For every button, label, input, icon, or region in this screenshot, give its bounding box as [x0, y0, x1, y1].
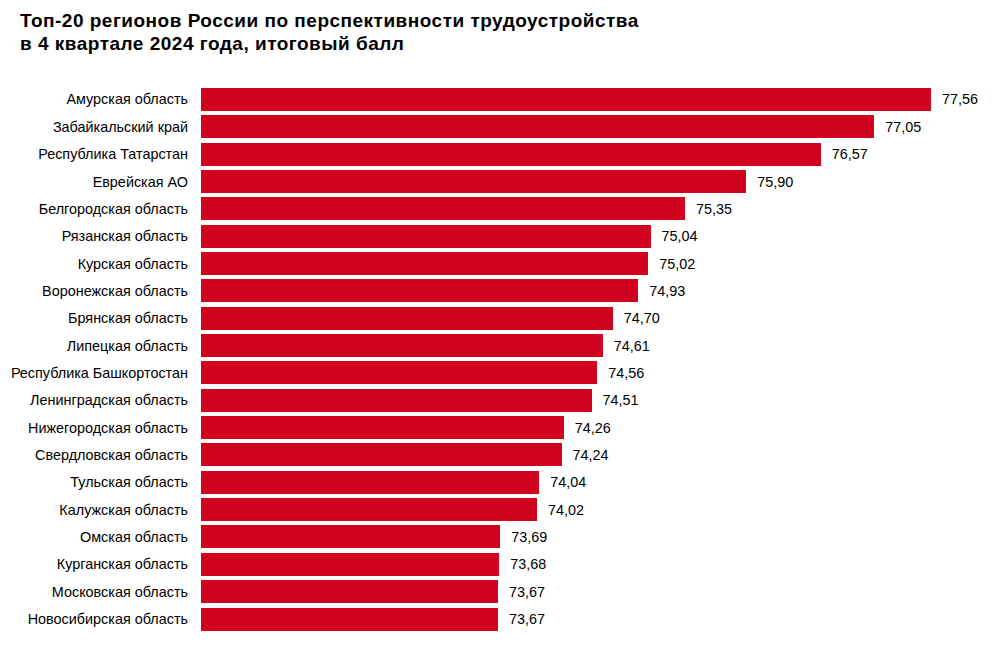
bar — [201, 197, 685, 220]
value-label: 74,26 — [575, 420, 611, 436]
category-label: Воронежская область — [0, 283, 188, 299]
value-label: 73,67 — [509, 584, 545, 600]
bar — [201, 361, 597, 384]
category-label: Свердловская область — [0, 447, 188, 463]
category-label: Ленинградская область — [0, 392, 188, 408]
bar-row: Еврейская АО 75,90 — [0, 168, 1001, 195]
bar — [201, 88, 931, 111]
bar-row: Воронежская область 74,93 — [0, 277, 1001, 304]
chart-title-line2: в 4 квартале 2024 года, итоговый балл — [20, 32, 639, 55]
category-label: Брянская область — [0, 310, 188, 326]
bar-row: Омская область 73,69 — [0, 523, 1001, 550]
bar — [201, 443, 562, 466]
bar — [201, 279, 638, 302]
bar — [201, 498, 537, 521]
value-label: 77,05 — [885, 119, 921, 135]
value-label: 75,90 — [757, 174, 793, 190]
category-label: Омская область — [0, 529, 188, 545]
category-label: Нижегородская область — [0, 420, 188, 436]
bar — [201, 525, 500, 548]
category-label: Курская область — [0, 256, 188, 272]
bar — [201, 225, 651, 248]
value-label: 77,56 — [942, 91, 978, 107]
category-label: Республика Татарстан — [0, 146, 188, 162]
bar-row: Рязанская область 75,04 — [0, 223, 1001, 250]
bar — [201, 471, 539, 494]
bar-row: Курская область 75,02 — [0, 250, 1001, 277]
bar-row: Липецкая область 74,61 — [0, 332, 1001, 359]
bar-row: Брянская область 74,70 — [0, 305, 1001, 332]
category-label: Амурская область — [0, 91, 188, 107]
bar — [201, 553, 499, 576]
value-label: 76,57 — [832, 146, 868, 162]
bar — [201, 416, 564, 439]
value-label: 73,69 — [511, 529, 547, 545]
bar-row: Белгородская область 75,35 — [0, 195, 1001, 222]
category-label: Новосибирская область — [0, 611, 188, 627]
bar-row: Курганская область 73,68 — [0, 551, 1001, 578]
category-label: Белгородская область — [0, 201, 188, 217]
bar — [201, 170, 746, 193]
category-label: Московская область — [0, 584, 188, 600]
category-label: Рязанская область — [0, 228, 188, 244]
value-label: 73,68 — [510, 556, 546, 572]
value-label: 75,04 — [662, 228, 698, 244]
bar — [201, 307, 613, 330]
value-label: 73,67 — [509, 611, 545, 627]
bar-row: Тульская область 74,04 — [0, 469, 1001, 496]
bar-row: Амурская область 77,56 — [0, 86, 1001, 113]
bar-row: Калужская область 74,02 — [0, 496, 1001, 523]
bar-row: Забайкальский край 77,05 — [0, 113, 1001, 140]
chart-title-line1: Топ-20 регионов России по перспективност… — [20, 9, 639, 32]
bar-row: Республика Башкортостан 74,56 — [0, 359, 1001, 386]
bar — [201, 389, 592, 412]
bar — [201, 334, 603, 357]
value-label: 74,70 — [624, 310, 660, 326]
category-label: Тульская область — [0, 474, 188, 490]
value-label: 75,35 — [696, 201, 732, 217]
bar — [201, 608, 498, 631]
bar-row: Ленинградская область 74,51 — [0, 387, 1001, 414]
value-label: 74,56 — [608, 365, 644, 381]
bar-chart: Амурская область 77,56 Забайкальский край 7… — [0, 86, 1001, 633]
bar — [201, 252, 648, 275]
category-label: Курганская область — [0, 556, 188, 572]
bar-row: Новосибирская область 73,67 — [0, 605, 1001, 632]
value-label: 74,93 — [649, 283, 685, 299]
category-label: Еврейская АО — [0, 174, 188, 190]
category-label: Забайкальский край — [0, 119, 188, 135]
chart-title: Топ-20 регионов России по перспективност… — [20, 9, 639, 55]
value-label: 74,51 — [603, 392, 639, 408]
bar — [201, 143, 821, 166]
category-label: Липецкая область — [0, 338, 188, 354]
bar-row: Московская область 73,67 — [0, 578, 1001, 605]
value-label: 75,02 — [659, 256, 695, 272]
value-label: 74,02 — [548, 502, 584, 518]
value-label: 74,61 — [614, 338, 650, 354]
bar — [201, 580, 498, 603]
bar-row: Нижегородская область 74,26 — [0, 414, 1001, 441]
category-label: Республика Башкортостан — [0, 365, 188, 381]
value-label: 74,04 — [550, 474, 586, 490]
bar — [201, 115, 874, 138]
value-label: 74,24 — [573, 447, 609, 463]
bar-row: Свердловская область 74,24 — [0, 441, 1001, 468]
bar-row: Республика Татарстан 76,57 — [0, 140, 1001, 167]
category-label: Калужская область — [0, 502, 188, 518]
